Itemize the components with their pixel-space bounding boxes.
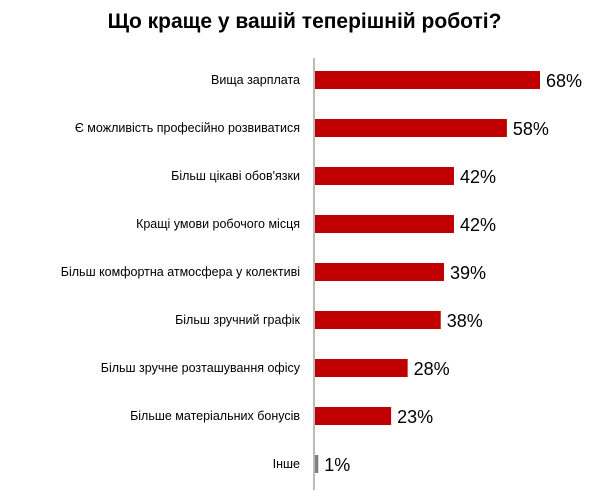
value-label: 58% [513,119,549,139]
bar [315,455,319,473]
bar [315,407,392,425]
category-label: Більше матеріальних бонусів [130,409,300,423]
bar [315,71,540,89]
value-label: 68% [546,71,582,91]
category-label: Більш зручний графік [175,313,300,327]
value-label: 42% [460,215,496,235]
category-label: Більш зручне розташування офісу [101,361,301,375]
value-label: 38% [447,311,483,331]
value-label: 23% [397,407,433,427]
category-label: Більш комфортна атмосфера у колективі [61,265,300,279]
bar [315,119,507,137]
category-label: Інше [273,457,300,471]
value-label: 28% [414,359,450,379]
bar [315,263,445,281]
value-label: 39% [450,263,486,283]
category-label: Кращі умови робочого місця [136,217,300,231]
value-label: 42% [460,167,496,187]
category-label: Вища зарплата [211,73,300,87]
bar [315,311,441,329]
bar [315,167,454,185]
bar [315,359,408,377]
category-label: Більш цікаві обов'язки [171,169,300,183]
value-label: 1% [324,455,350,475]
chart-title: Що краще у вашій теперішній роботі? [107,10,502,33]
bar [315,215,454,233]
category-label: Є можливість професійно розвиватися [75,121,300,135]
